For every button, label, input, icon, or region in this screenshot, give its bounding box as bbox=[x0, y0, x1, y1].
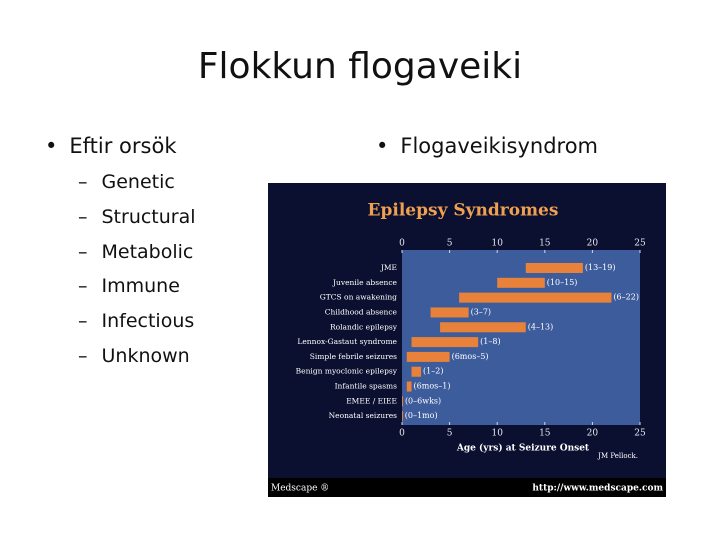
bar bbox=[411, 337, 479, 348]
bullet-item: Unknown bbox=[78, 345, 196, 380]
value-label: (0–6wks) bbox=[405, 396, 441, 405]
bar bbox=[497, 277, 545, 288]
bullet-item: Structural bbox=[78, 206, 196, 241]
category-label: Rolandic epilepsy bbox=[330, 322, 398, 331]
bar bbox=[402, 396, 403, 407]
category-label: Neonatal seizures bbox=[329, 411, 398, 420]
bullet-heading: Eftir orsök bbox=[45, 134, 176, 158]
value-label: (3–7) bbox=[471, 307, 491, 316]
x-axis-label: Age (yrs) at Seizure Onset bbox=[456, 443, 590, 454]
x-tick-label: 25 bbox=[634, 239, 646, 249]
chart-image: Epilepsy Syndromes Age (yrs) at Seizure … bbox=[268, 183, 666, 497]
value-label: (6mos–1) bbox=[414, 382, 451, 391]
category-label: Childhood absence bbox=[325, 307, 398, 316]
bar bbox=[430, 307, 469, 318]
value-label: (4–13) bbox=[528, 322, 554, 331]
x-tick-label: 0 bbox=[399, 429, 405, 439]
x-tick-label: 25 bbox=[634, 429, 646, 439]
bullet-item: Immune bbox=[78, 275, 196, 310]
bullet-list: GeneticStructuralMetabolicImmuneInfectio… bbox=[78, 171, 196, 380]
value-label: (1–8) bbox=[480, 337, 500, 346]
bar bbox=[525, 263, 583, 273]
chart-title: Epilepsy Syndromes bbox=[368, 201, 559, 221]
source-left: Medscape ® bbox=[271, 484, 329, 494]
category-label: Infantile spasms bbox=[335, 382, 398, 391]
bullet-item: Metabolic bbox=[78, 241, 196, 276]
category-label: Simple febrile seizures bbox=[310, 352, 397, 361]
x-tick-label: 15 bbox=[539, 429, 551, 439]
source-right: http://www.medscape.com bbox=[532, 484, 663, 494]
bullet-item: Genetic bbox=[78, 171, 196, 206]
category-label: JME bbox=[380, 263, 397, 272]
value-label: (0–1mo) bbox=[405, 411, 438, 420]
bar bbox=[402, 411, 403, 422]
x-tick-label: 0 bbox=[399, 239, 405, 249]
bar bbox=[406, 381, 412, 392]
footer-strip bbox=[268, 478, 666, 497]
x-tick-label: 20 bbox=[587, 429, 599, 439]
value-label: (6mos–5) bbox=[452, 352, 489, 361]
value-label: (6–22) bbox=[613, 293, 639, 302]
value-label: (10–15) bbox=[547, 278, 578, 287]
bullet-heading: Flogaveikisyndrom bbox=[376, 134, 598, 158]
category-label: GTCS on awakening bbox=[320, 293, 397, 302]
x-tick-label: 10 bbox=[491, 429, 503, 439]
x-tick-label: 15 bbox=[539, 239, 551, 249]
x-tick-label: 20 bbox=[587, 239, 599, 249]
x-tick-label: 10 bbox=[491, 239, 503, 249]
category-label: Juvenile absence bbox=[332, 278, 398, 287]
bar bbox=[406, 351, 450, 362]
bar bbox=[459, 292, 612, 303]
credit: JM Pellock. bbox=[597, 452, 638, 460]
bullet-item: Infectious bbox=[78, 310, 196, 345]
category-label: EMEE / EIEE bbox=[346, 396, 397, 405]
category-label: Lennox-Gastaut syndrome bbox=[297, 337, 397, 346]
x-tick-label: 5 bbox=[447, 239, 453, 249]
value-label: (1–2) bbox=[423, 367, 443, 376]
category-label: Benign myoclonic epilepsy bbox=[296, 367, 398, 376]
x-tick-label: 5 bbox=[447, 429, 453, 439]
bar bbox=[440, 322, 526, 333]
value-label: (13–19) bbox=[585, 263, 616, 272]
slide-title: Flokkun flogaveiki bbox=[197, 46, 523, 87]
bar bbox=[411, 366, 422, 377]
